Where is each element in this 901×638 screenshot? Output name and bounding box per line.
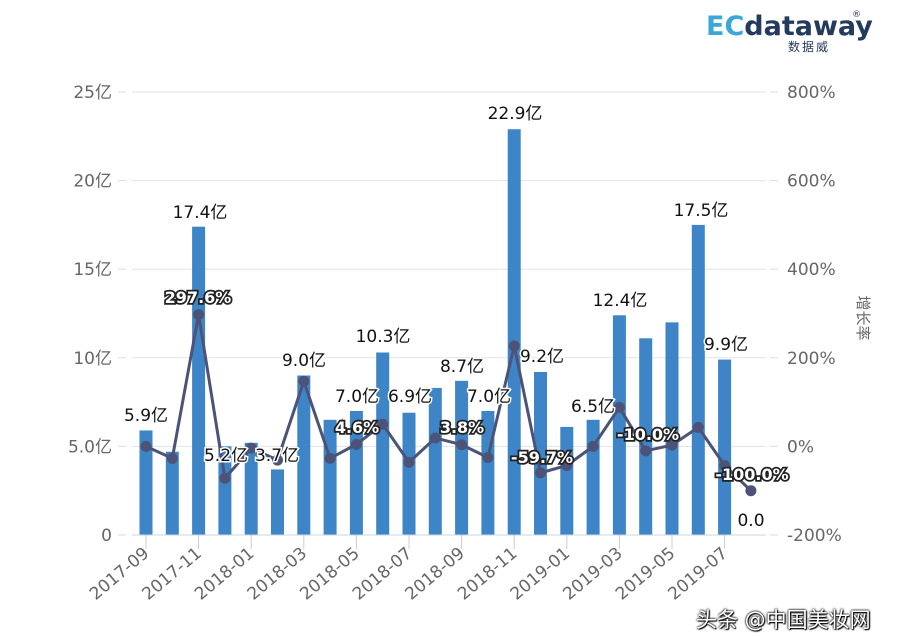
bar [323, 419, 337, 535]
right-tick-label: 600% [787, 172, 836, 192]
left-tick-label: 0 [101, 526, 112, 546]
line-value-label: 297.6% [165, 288, 232, 307]
right-y-axis: -200% 0% 200% 400% 600% 800% [770, 83, 842, 546]
line-value-label: 4.6% [335, 418, 379, 437]
line-data-labels: 297.6% 4.6% 3.8% -59.7% -10.0% -100.0% [163, 286, 790, 486]
bar [428, 387, 442, 535]
registered-mark: ® [852, 10, 861, 20]
bar-value-label: 9.0亿 [282, 351, 326, 371]
bar [665, 322, 679, 535]
right-tick-label: 800% [787, 83, 836, 103]
bar-value-label: 9.9亿 [704, 335, 748, 355]
line-point [456, 439, 468, 451]
x-tick-label: 2019-07 [665, 544, 732, 605]
bar [244, 442, 258, 535]
bar-value-label: 9.2亿 [520, 347, 564, 367]
line-value-label: 3.8% [440, 418, 484, 437]
ecdataway-logo: ECdataway ® 数据威 [700, 8, 873, 54]
line-point [350, 438, 362, 450]
line-point [245, 442, 257, 454]
line-point [324, 452, 336, 464]
left-tick-label: 5.0亿 [68, 437, 112, 457]
line-point [508, 340, 520, 352]
right-tick-label: 400% [787, 260, 836, 280]
line-point [219, 472, 231, 484]
bar [612, 315, 626, 535]
bar-value-label: 10.3亿 [356, 327, 411, 347]
line-point [640, 445, 652, 457]
bar [402, 412, 416, 535]
line-point [535, 467, 546, 479]
bar-value-label: 8.7亿 [440, 357, 484, 377]
left-tick-label: 25亿 [73, 83, 112, 103]
bar-value-label: 5.9亿 [124, 406, 168, 426]
logo-wordmark: ECdataway [706, 11, 873, 42]
line-point [692, 421, 704, 433]
bar-value-label: 17.4亿 [173, 203, 228, 223]
bar-value-label: 3.7亿 [255, 446, 299, 466]
line-point [193, 309, 205, 321]
logo-ec: EC [706, 11, 745, 42]
bar-value-label: 0.0 [737, 511, 764, 531]
line-point [403, 456, 415, 468]
left-tick-label: 20亿 [73, 172, 112, 192]
line-point [429, 432, 441, 444]
line-value-label: -100.0% [715, 465, 788, 484]
line-point [482, 451, 494, 463]
bar [165, 451, 179, 535]
right-tick-label: 0% [787, 437, 814, 457]
bar [192, 226, 206, 535]
line-point [613, 401, 625, 413]
logo-subtitle: 数据威 [788, 40, 831, 54]
bar-value-label: 6.9亿 [388, 387, 432, 407]
bar-value-label: 22.9亿 [488, 104, 543, 124]
bar [507, 129, 521, 535]
bar [691, 224, 705, 535]
line-point [298, 375, 310, 387]
line-point [166, 452, 178, 464]
line-point [377, 418, 389, 430]
bar [718, 359, 732, 535]
bar-value-label: 5.2亿 [204, 446, 248, 466]
bar [297, 375, 311, 535]
line-value-label: -10.0% [617, 425, 679, 444]
line-point [272, 454, 283, 466]
bar [218, 446, 232, 535]
line-point [561, 459, 573, 471]
logo-dataway: dataway [744, 11, 873, 42]
line-point [587, 440, 599, 452]
bar-data-labels: 5.9亿 17.4亿 5.2亿 3.7亿 9.0亿 7.0亿 10.3亿 6.9亿 8.7亿 7.… [122, 103, 766, 533]
bar [455, 380, 469, 535]
left-tick-label: 10亿 [73, 349, 112, 369]
bar-value-label: 6.5亿 [571, 397, 615, 417]
bar [639, 338, 653, 535]
left-tick-label: 15亿 [73, 260, 112, 280]
line-point [745, 485, 757, 497]
line-point [140, 440, 152, 452]
bar [139, 430, 153, 535]
growth-line-series [140, 309, 757, 497]
right-tick-label: -200% [787, 526, 842, 546]
right-tick-label: 200% [787, 349, 836, 369]
x-axis: 2017-092017-112018-012018-032018-052018-… [86, 534, 766, 605]
line-point [666, 439, 678, 451]
bar-value-label: 12.4亿 [593, 291, 648, 311]
bar [376, 352, 390, 535]
bar-series [139, 129, 732, 535]
watermark: 头条 @中国美妆网 [696, 608, 871, 632]
bar-value-label: 7.0亿 [467, 387, 511, 407]
bar-value-label: 17.5亿 [674, 201, 729, 221]
bar-value-label: 7.0亿 [335, 387, 379, 407]
bar [560, 426, 574, 535]
left-y-axis: 0 5.0亿 10亿 15亿 20亿 25亿 [68, 83, 126, 546]
bar [534, 371, 547, 535]
line-point [719, 459, 731, 471]
line-value-label: -59.7% [511, 448, 573, 467]
right-axis-title-text: 增长率 [854, 295, 872, 340]
bar [271, 469, 284, 535]
